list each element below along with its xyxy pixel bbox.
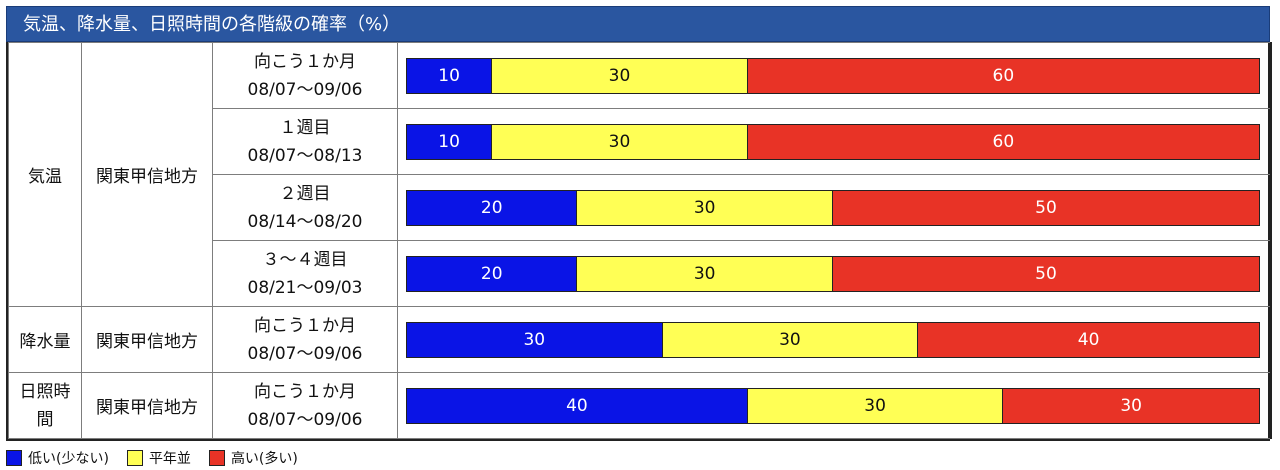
bar-segment-low: 10: [407, 125, 493, 159]
bar-segment-high: 30: [1003, 389, 1259, 423]
bar-segment-high: 60: [747, 125, 1259, 159]
table-row: 降水量 関東甲信地方 向こう１か月 08/07〜09/06 30 30 40: [8, 306, 1272, 373]
data-label: 30: [523, 330, 546, 350]
bar-segment-normal: 30: [662, 323, 919, 357]
data-label: 30: [608, 66, 631, 86]
stacked-bar: 10 30 60: [406, 124, 1260, 160]
data-label: 50: [1035, 198, 1057, 218]
stacked-bar: 30 30 40: [406, 322, 1260, 358]
period-label: 向こう１か月: [254, 381, 356, 402]
data-label: 30: [779, 330, 801, 350]
data-label: 60: [992, 66, 1015, 86]
bar-segment-normal: 30: [577, 257, 833, 291]
bar-cell: 30 30 40: [397, 306, 1272, 373]
data-label: 10: [438, 132, 460, 152]
bar-segment-normal: 30: [577, 191, 833, 225]
period-cell: 向こう１か月 08/07〜09/06: [212, 42, 398, 109]
period-label: 向こう１か月: [254, 315, 356, 336]
bar-cell: 10 30 60: [397, 108, 1272, 175]
region-cell: 関東甲信地方: [81, 42, 213, 307]
period-label: 向こう１か月: [254, 51, 356, 72]
bar-segment-normal: 30: [747, 389, 1004, 423]
bar-cell: 20 30 50: [397, 240, 1272, 307]
region-cell: 関東甲信地方: [81, 306, 213, 373]
data-label: 30: [693, 198, 716, 218]
period-label: ２週目: [279, 183, 331, 204]
bar-segment-high: 50: [832, 257, 1259, 291]
table-row: ２週目 08/14〜08/20 20 30 50: [9, 174, 1272, 241]
legend-label-normal: 平年並: [148, 451, 191, 467]
period-cell: 向こう１か月 08/07〜09/06: [212, 306, 398, 373]
period-cell: ３〜４週目 08/21〜09/03: [212, 240, 398, 307]
legend-swatch-low: [6, 450, 22, 466]
legend-label-high: 高い(多い): [230, 451, 298, 467]
legend-item-high: 高い(多い): [208, 448, 298, 468]
bar-segment-normal: 30: [492, 59, 748, 93]
stacked-bar: 40 30 30: [406, 388, 1260, 424]
bar-cell: 10 30 60: [397, 42, 1272, 109]
table-row: １週目 08/07〜08/13 10 30 60: [9, 108, 1272, 175]
period-dates: 08/07〜08/13: [247, 145, 363, 166]
bar-segment-low: 20: [407, 191, 578, 225]
period-dates: 08/14〜08/20: [247, 211, 363, 232]
period-label: ３〜４週目: [262, 249, 348, 270]
data-label: 40: [566, 396, 588, 416]
data-label: 30: [864, 396, 886, 416]
stacked-bar: 20 30 50: [406, 256, 1260, 292]
legend: 低い(少ない) 平年並 高い(多い): [6, 448, 316, 468]
legend-label-low: 低い(少ない): [28, 451, 109, 467]
bar-segment-low: 30: [407, 323, 663, 357]
period-dates: 08/07〜09/06: [247, 343, 363, 364]
data-label: 20: [480, 198, 503, 218]
bar-segment-normal: 30: [492, 125, 748, 159]
bar-cell: 40 30 30: [397, 372, 1272, 439]
stacked-bar: 10 30 60: [406, 58, 1260, 94]
data-label: 20: [480, 264, 503, 284]
legend-swatch-high: [208, 450, 225, 466]
data-label: 30: [1120, 396, 1142, 416]
forecast-table: 気温、降水量、日照時間の各階級の確率（%） 気温 関東甲信地方 向こう１か月 0…: [6, 6, 1272, 441]
period-dates: 08/07〜09/06: [247, 79, 363, 100]
element-cell-temperature: 気温: [8, 42, 82, 307]
bar-segment-high: 50: [832, 191, 1259, 225]
period-cell: 向こう１か月 08/07〜09/06: [212, 372, 398, 439]
element-cell-precipitation: 降水量: [8, 306, 82, 373]
region-cell: 関東甲信地方: [81, 372, 213, 439]
probability-grid: 気温 関東甲信地方 向こう１か月 08/07〜09/06 10 30 60 １週目 …: [8, 42, 1272, 439]
period-dates: 08/21〜09/03: [247, 277, 363, 298]
bar-segment-low: 20: [407, 257, 578, 291]
legend-item-low: 低い(少ない): [6, 448, 109, 468]
legend-swatch-normal: [126, 450, 143, 466]
period-label: １週目: [279, 117, 331, 138]
table-title: 気温、降水量、日照時間の各階級の確率（%）: [6, 6, 1270, 42]
data-label: 50: [1035, 264, 1057, 284]
element-cell-sunshine: 日照時間: [8, 372, 82, 439]
bar-segment-high: 60: [747, 59, 1259, 93]
data-label: 40: [1077, 330, 1100, 350]
table-row: ３〜４週目 08/21〜09/03 20 30 50: [9, 240, 1272, 307]
legend-item-normal: 平年並: [126, 448, 191, 468]
period-cell: ２週目 08/14〜08/20: [212, 174, 398, 241]
table-row: 気温 関東甲信地方 向こう１か月 08/07〜09/06 10 30 60: [8, 42, 1272, 307]
bar-cell: 20 30 50: [397, 174, 1272, 241]
data-label: 30: [608, 132, 631, 152]
table-body: 気温 関東甲信地方 向こう１か月 08/07〜09/06 10 30 60 １週目 …: [6, 42, 1272, 441]
data-label: 10: [438, 66, 460, 86]
stacked-bar: 20 30 50: [406, 190, 1260, 226]
bar-segment-low: 40: [407, 389, 748, 423]
bar-segment-low: 10: [407, 59, 493, 93]
data-label: 60: [992, 132, 1015, 152]
table-row: 日照時間 関東甲信地方 向こう１か月 08/07〜09/06 40 30 30: [8, 372, 1272, 439]
data-label: 30: [693, 264, 716, 284]
period-dates: 08/07〜09/06: [247, 409, 363, 430]
period-cell: １週目 08/07〜08/13: [212, 108, 398, 175]
bar-segment-high: 40: [918, 323, 1259, 357]
